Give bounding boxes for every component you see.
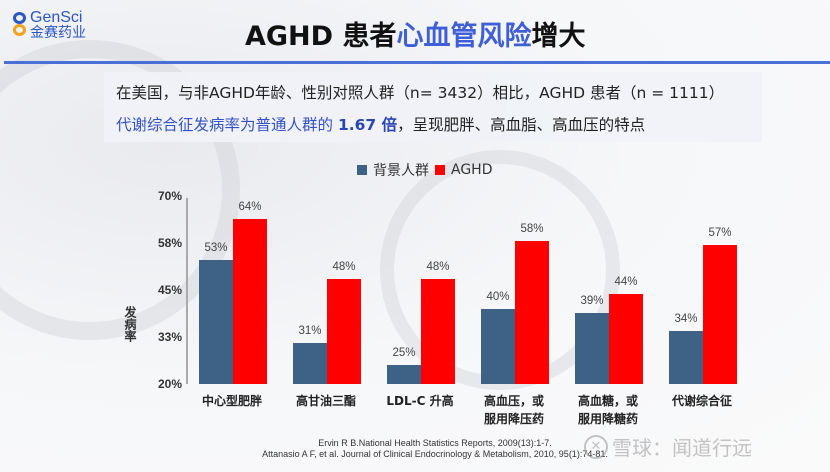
title-highlight: 心血管风险 bbox=[396, 21, 532, 52]
x-category-label: 高血压，或 服用降压药 bbox=[483, 394, 544, 426]
snowball-logo-icon: ✕ bbox=[584, 434, 608, 459]
title-suffix: 增大 bbox=[531, 21, 586, 52]
bar-aghd bbox=[327, 278, 361, 384]
header-divider bbox=[4, 61, 830, 64]
bar-aghd bbox=[233, 218, 267, 384]
bar-background-group bbox=[387, 365, 421, 384]
x-category-label: 高血糖，或 服用降糖药 bbox=[577, 394, 638, 426]
legend-label: AGHD bbox=[451, 162, 493, 178]
bar-value-label: 34% bbox=[674, 313, 698, 326]
bar-value-label: 64% bbox=[238, 200, 262, 213]
genscI-logo: GenSci 金赛药业 bbox=[12, 10, 86, 40]
references: Ervin R B.National Health Statistics Rep… bbox=[240, 438, 630, 460]
bar-background-group bbox=[575, 312, 609, 384]
reference-2: Attanasio A F, et al. Journal of Clinica… bbox=[262, 449, 608, 459]
bar-aghd bbox=[515, 241, 549, 384]
legend-label: 背景人群 bbox=[373, 163, 429, 179]
y-axis-label: 发病率 bbox=[123, 306, 137, 342]
bar-aghd bbox=[421, 278, 455, 384]
y-tick: 70% bbox=[157, 189, 182, 203]
x-category-label: 高甘油三酯 bbox=[295, 394, 356, 408]
legend-swatch-red bbox=[435, 165, 445, 175]
bar-value-label: 31% bbox=[298, 324, 322, 337]
bar-value-label: 57% bbox=[708, 226, 732, 239]
subtitle-line-1: 在美国，与非AGHD年龄、性别对照人群（n= 3432）相比，AGHD 患者（n… bbox=[116, 84, 725, 102]
y-tick: 58% bbox=[157, 236, 182, 250]
bar-value-label: 44% bbox=[614, 275, 638, 288]
y-axis-line bbox=[186, 198, 188, 384]
subtitle-ratio: 1.67 倍 bbox=[337, 116, 398, 134]
bar-value-label: 58% bbox=[520, 223, 544, 236]
bar-value-label: 48% bbox=[426, 260, 450, 273]
logo-text-cn: 金赛药业 bbox=[30, 24, 86, 40]
bar-background-group bbox=[199, 259, 233, 384]
dna-logo-icon bbox=[12, 12, 28, 38]
subtitle-box bbox=[104, 72, 762, 142]
x-category-label: 中心型肥胖 bbox=[201, 394, 262, 408]
page-title: AGHD 患者心血管风险增大 bbox=[245, 14, 585, 53]
bar-aghd bbox=[609, 293, 643, 384]
title-prefix: AGHD 患者 bbox=[245, 21, 397, 52]
watermark-text: 雪球：闻道行远 bbox=[612, 436, 752, 460]
y-tick: 45% bbox=[157, 283, 182, 297]
bar-value-label: 25% bbox=[392, 347, 416, 360]
bar-value-label: 40% bbox=[486, 290, 510, 303]
x-category-label: LDL-C 升高 bbox=[386, 394, 454, 408]
legend-swatch-blue bbox=[357, 165, 367, 175]
legend-item-aghd: AGHD bbox=[435, 162, 493, 178]
logo-text-en: GenSci bbox=[30, 9, 83, 26]
bar-background-group bbox=[669, 331, 703, 384]
bar-value-label: 39% bbox=[580, 294, 604, 307]
bar-value-label: 53% bbox=[204, 241, 228, 254]
bar-background-group bbox=[481, 308, 515, 384]
y-tick: 33% bbox=[157, 330, 182, 344]
subtitle-line-2: 代谢综合征发病率为普通人群的 1.67 倍，呈现肥胖、高血脂、高血压的特点 bbox=[116, 113, 645, 135]
legend-item-background: 背景人群 bbox=[357, 160, 429, 180]
y-tick: 20% bbox=[157, 377, 182, 391]
subtitle-line-2-prefix: 代谢综合征发病率为普通人群的 bbox=[116, 116, 338, 134]
x-category-label: 代谢综合征 bbox=[671, 394, 732, 408]
watermark: ✕ 雪球：闻道行远 bbox=[584, 432, 752, 461]
subtitle-line-2-suffix: ，呈现肥胖、高血脂、高血压的特点 bbox=[397, 116, 646, 134]
bar-value-label: 48% bbox=[332, 260, 356, 273]
bar-background-group bbox=[293, 342, 327, 384]
bar-aghd bbox=[703, 244, 737, 384]
chart-legend: 背景人群 AGHD bbox=[357, 160, 493, 180]
reference-1: Ervin R B.National Health Statistics Rep… bbox=[318, 438, 552, 448]
